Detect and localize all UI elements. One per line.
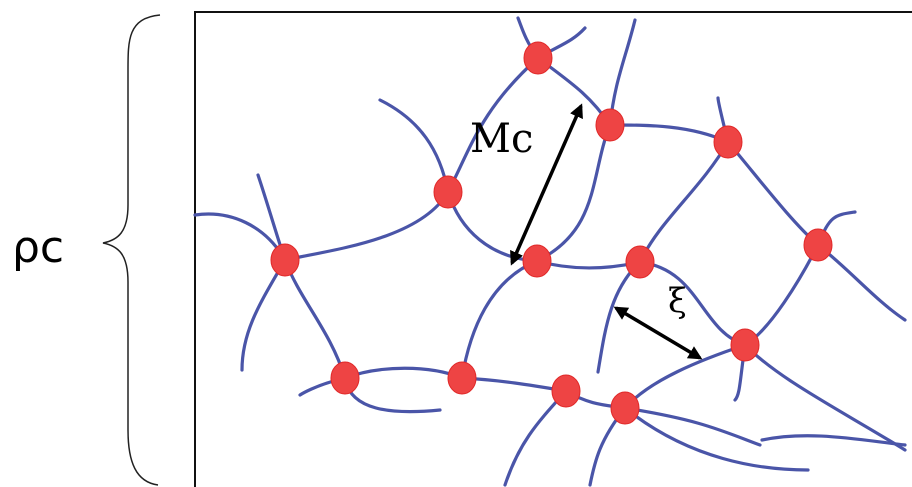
rho-label: ρc — [12, 222, 64, 273]
mc-arrow — [510, 103, 583, 266]
xi-arrow — [613, 306, 703, 360]
xi-label: ξ — [668, 281, 687, 321]
density-brace — [102, 14, 161, 486]
crosslink-nodes — [270, 41, 833, 425]
network-frame — [194, 11, 912, 487]
mc-label: Mc — [470, 116, 533, 162]
polymer-strands — [193, 16, 907, 487]
